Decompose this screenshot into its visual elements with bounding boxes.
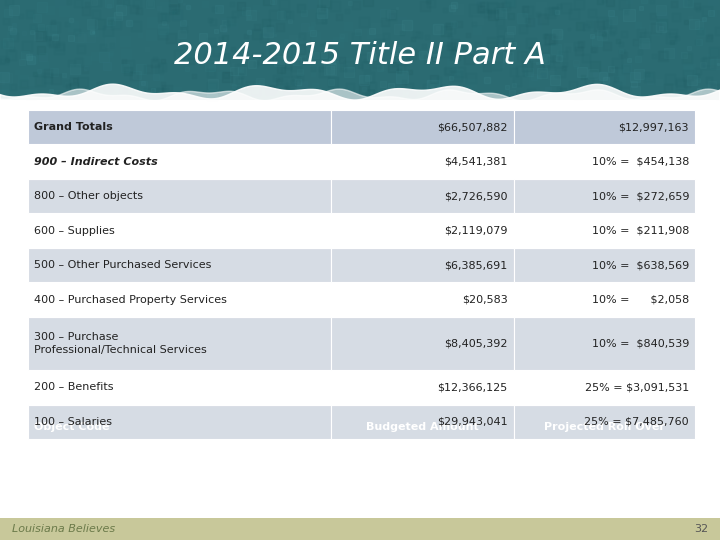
Text: 800 – Other objects: 800 – Other objects xyxy=(34,191,143,201)
Bar xyxy=(513,179,695,213)
Text: 2013-2014 Carryover into 2015-2016 application = $897,582: 2013-2014 Carryover into 2015-2016 appli… xyxy=(68,133,389,143)
Bar xyxy=(331,248,513,282)
Bar xyxy=(331,317,513,370)
Bar xyxy=(0,518,720,540)
Bar xyxy=(28,110,331,145)
Bar xyxy=(28,404,331,439)
Text: 100 – Salaries: 100 – Salaries xyxy=(34,417,112,427)
Text: $12,366,125: $12,366,125 xyxy=(437,382,508,392)
Bar xyxy=(331,110,513,145)
Text: 32: 32 xyxy=(694,524,708,534)
Bar xyxy=(513,282,695,317)
Bar xyxy=(331,404,513,439)
Bar xyxy=(513,415,695,439)
Text: 2014-2015 Title II Part A: 2014-2015 Title II Part A xyxy=(174,40,546,70)
Text: Object Code: Object Code xyxy=(34,422,109,432)
Text: $12,997,163: $12,997,163 xyxy=(618,122,689,132)
Bar xyxy=(513,370,695,404)
Text: $29,943,041: $29,943,041 xyxy=(437,417,508,427)
Bar xyxy=(331,370,513,404)
Bar xyxy=(0,0,720,100)
Text: $6,385,691: $6,385,691 xyxy=(444,260,508,270)
Bar xyxy=(513,317,695,370)
Bar xyxy=(28,145,331,179)
Text: $2,119,079: $2,119,079 xyxy=(444,226,508,236)
Text: 10% =  $454,138: 10% = $454,138 xyxy=(592,157,689,167)
Text: Budgeted Amount: Budgeted Amount xyxy=(366,422,479,432)
Bar xyxy=(331,213,513,248)
Text: Projected Roll Over: Projected Roll Over xyxy=(544,422,665,432)
Bar xyxy=(28,282,331,317)
Text: $8,405,392: $8,405,392 xyxy=(444,339,508,348)
Text: 2014-2015 Rollover into 2015-2016 application = $20,015,811: 2014-2015 Rollover into 2015-2016 applic… xyxy=(68,119,395,129)
Text: Grand Totals: Grand Totals xyxy=(34,122,113,132)
Bar xyxy=(513,404,695,439)
Bar xyxy=(28,317,331,370)
Bar xyxy=(28,179,331,213)
Text: 900 – Indirect Costs: 900 – Indirect Costs xyxy=(34,157,158,167)
Bar xyxy=(513,110,695,145)
Text: $66,507,882: $66,507,882 xyxy=(437,122,508,132)
Bar xyxy=(331,179,513,213)
Bar xyxy=(28,213,331,248)
Bar xyxy=(28,415,331,439)
Bar xyxy=(331,282,513,317)
Text: 10% =  $638,569: 10% = $638,569 xyxy=(592,260,689,270)
Text: 300 – Purchase
Professional/Technical Services: 300 – Purchase Professional/Technical Se… xyxy=(34,332,207,355)
Text: 10% =  $211,908: 10% = $211,908 xyxy=(592,226,689,236)
Bar xyxy=(331,145,513,179)
Text: 200 – Benefits: 200 – Benefits xyxy=(34,382,114,392)
Bar xyxy=(513,248,695,282)
Text: $4,541,381: $4,541,381 xyxy=(444,157,508,167)
Text: 10% =  $840,539: 10% = $840,539 xyxy=(592,339,689,348)
Bar xyxy=(28,370,331,404)
Text: 10% =      $2,058: 10% = $2,058 xyxy=(592,295,689,305)
Text: $2,726,590: $2,726,590 xyxy=(444,191,508,201)
Text: 600 – Supplies: 600 – Supplies xyxy=(34,226,114,236)
Text: $20,583: $20,583 xyxy=(462,295,508,305)
Text: 25% = $3,091,531: 25% = $3,091,531 xyxy=(585,382,689,392)
Bar xyxy=(331,415,513,439)
Text: 10% =  $272,659: 10% = $272,659 xyxy=(592,191,689,201)
Bar xyxy=(513,213,695,248)
Bar xyxy=(28,248,331,282)
Text: Louisiana Believes: Louisiana Believes xyxy=(12,524,115,534)
Text: 500 – Other Purchased Services: 500 – Other Purchased Services xyxy=(34,260,212,270)
Bar xyxy=(513,145,695,179)
Text: 25% = $7,485,760: 25% = $7,485,760 xyxy=(585,417,689,427)
Text: 400 – Purchased Property Services: 400 – Purchased Property Services xyxy=(34,295,227,305)
